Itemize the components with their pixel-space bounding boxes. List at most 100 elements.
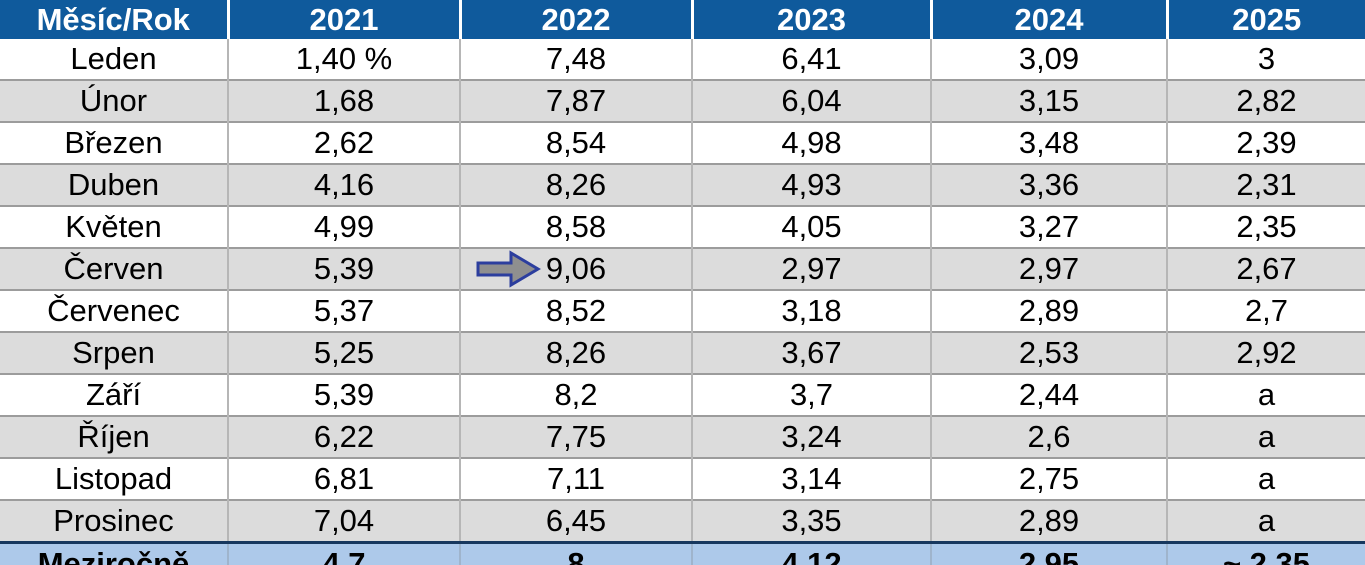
table-cell: 5,39 <box>227 373 460 416</box>
table-cell: 4,16 <box>227 163 460 206</box>
table-cell: 3,67 <box>691 331 931 374</box>
table-cell: 7,87 <box>459 79 692 122</box>
summary-label: Meziročně <box>0 541 228 565</box>
table-cell: 2,53 <box>930 331 1167 374</box>
cell-value: 9,06 <box>545 251 607 286</box>
table-cell: 3,7 <box>691 373 931 416</box>
summary-cell: 4,12 <box>691 541 931 565</box>
row-label: Květen <box>0 205 228 248</box>
table-row-leden: Leden 1,40 % 7,48 6,41 3,09 3 <box>0 39 1365 80</box>
row-label: Listopad <box>0 457 228 500</box>
table-row-kveten: Květen 4,99 8,58 4,05 3,27 2,35 <box>0 205 1365 248</box>
row-label: Září <box>0 373 228 416</box>
row-label: Srpen <box>0 331 228 374</box>
table-cell: a <box>1166 499 1365 543</box>
summary-cell: ~ 2,35 <box>1166 541 1365 565</box>
table-cell: 3 <box>1166 39 1365 80</box>
table-row-unor: Únor 1,68 7,87 6,04 3,15 2,82 <box>0 79 1365 122</box>
table-cell: 2,44 <box>930 373 1167 416</box>
row-label: Prosinec <box>0 499 228 543</box>
summary-row-mezirocne: Meziročně 4,7 8 4,12 2,95 ~ 2,35 <box>0 541 1365 565</box>
header-cell-mesic-rok: Měsíc/Rok <box>0 0 228 39</box>
table-cell: 2,39 <box>1166 121 1365 164</box>
table-cell: 8,2 <box>459 373 692 416</box>
table-cell: 5,25 <box>227 331 460 374</box>
table-row-zari: Září 5,39 8,2 3,7 2,44 a <box>0 373 1365 416</box>
table-cell: 5,39 <box>227 247 460 290</box>
table-cell: 4,93 <box>691 163 931 206</box>
table-row-cerven: Červen 5,39 9,06 2,97 2,97 2,67 <box>0 247 1365 290</box>
header-row: Měsíc/Rok 2021 2022 2023 2024 2025 <box>0 0 1365 39</box>
table-cell: 3,09 <box>930 39 1167 80</box>
table-row-brezen: Březen 2,62 8,54 4,98 3,48 2,39 <box>0 121 1365 164</box>
table-cell: 2,67 <box>1166 247 1365 290</box>
header-cell-2021: 2021 <box>226 0 460 39</box>
table-row-rijen: Říjen 6,22 7,75 3,24 2,6 a <box>0 415 1365 458</box>
table-cell: 7,48 <box>459 39 692 80</box>
header-cell-2023: 2023 <box>690 0 931 39</box>
table-row-prosinec: Prosinec 7,04 6,45 3,35 2,89 a <box>0 499 1365 543</box>
table-cell: 7,75 <box>459 415 692 458</box>
table-cell: 8,58 <box>459 205 692 248</box>
header-cell-2022: 2022 <box>458 0 692 39</box>
row-label: Červen <box>0 247 228 290</box>
table-cell: 2,75 <box>930 457 1167 500</box>
table-row-srpen: Srpen 5,25 8,26 3,67 2,53 2,92 <box>0 331 1365 374</box>
table-cell: 3,48 <box>930 121 1167 164</box>
row-label: Leden <box>0 39 228 80</box>
table-cell: 2,6 <box>930 415 1167 458</box>
table-cell: 8,52 <box>459 289 692 332</box>
row-label: Duben <box>0 163 228 206</box>
table-cell: a <box>1166 415 1365 458</box>
table-cell: 8,26 <box>459 163 692 206</box>
table-cell: 6,41 <box>691 39 931 80</box>
table-cell: a <box>1166 373 1365 416</box>
table-cell: 8,54 <box>459 121 692 164</box>
table-cell: 3,15 <box>930 79 1167 122</box>
table-cell: 6,22 <box>227 415 460 458</box>
summary-cell: 2,95 <box>930 541 1167 565</box>
table-cell: 8,26 <box>459 331 692 374</box>
table-cell: 2,35 <box>1166 205 1365 248</box>
header-cell-2025: 2025 <box>1165 0 1365 39</box>
table-cell: a <box>1166 457 1365 500</box>
table-cell: 6,04 <box>691 79 931 122</box>
table-cell: 2,82 <box>1166 79 1365 122</box>
row-label: Říjen <box>0 415 228 458</box>
table-cell: 4,98 <box>691 121 931 164</box>
table-cell: 2,62 <box>227 121 460 164</box>
table-cell: 5,37 <box>227 289 460 332</box>
table-body: Leden 1,40 % 7,48 6,41 3,09 3 Únor 1,68 … <box>0 39 1365 543</box>
table-cell: 1,68 <box>227 79 460 122</box>
table-cell: 3,18 <box>691 289 931 332</box>
row-label: Červenec <box>0 289 228 332</box>
table-cell: 3,35 <box>691 499 931 543</box>
table-footer: Meziročně 4,7 8 4,12 2,95 ~ 2,35 <box>0 541 1365 565</box>
table-cell: 2,89 <box>930 499 1167 543</box>
table-row-listopad: Listopad 6,81 7,11 3,14 2,75 a <box>0 457 1365 500</box>
table-header: Měsíc/Rok 2021 2022 2023 2024 2025 <box>0 0 1365 39</box>
header-cell-2024: 2024 <box>929 0 1167 39</box>
row-label: Únor <box>0 79 228 122</box>
table-cell: 1,40 % <box>227 39 460 80</box>
table-cell: 3,14 <box>691 457 931 500</box>
table-cell: 7,04 <box>227 499 460 543</box>
row-label: Březen <box>0 121 228 164</box>
table-cell: 2,92 <box>1166 331 1365 374</box>
table-row-duben: Duben 4,16 8,26 4,93 3,36 2,31 <box>0 163 1365 206</box>
table-cell: 2,7 <box>1166 289 1365 332</box>
table-cell: 6,81 <box>227 457 460 500</box>
table-cell: 2,97 <box>691 247 931 290</box>
table-cell-highlighted: 9,06 <box>459 247 692 290</box>
summary-cell: 8 <box>459 541 692 565</box>
table-cell: 3,36 <box>930 163 1167 206</box>
table-cell: 3,24 <box>691 415 931 458</box>
table-cell: 2,31 <box>1166 163 1365 206</box>
table-row-cervenec: Červenec 5,37 8,52 3,18 2,89 2,7 <box>0 289 1365 332</box>
table-cell: 4,99 <box>227 205 460 248</box>
table-cell: 6,45 <box>459 499 692 543</box>
table-cell: 7,11 <box>459 457 692 500</box>
table-cell: 4,05 <box>691 205 931 248</box>
right-arrow-icon <box>475 250 541 289</box>
